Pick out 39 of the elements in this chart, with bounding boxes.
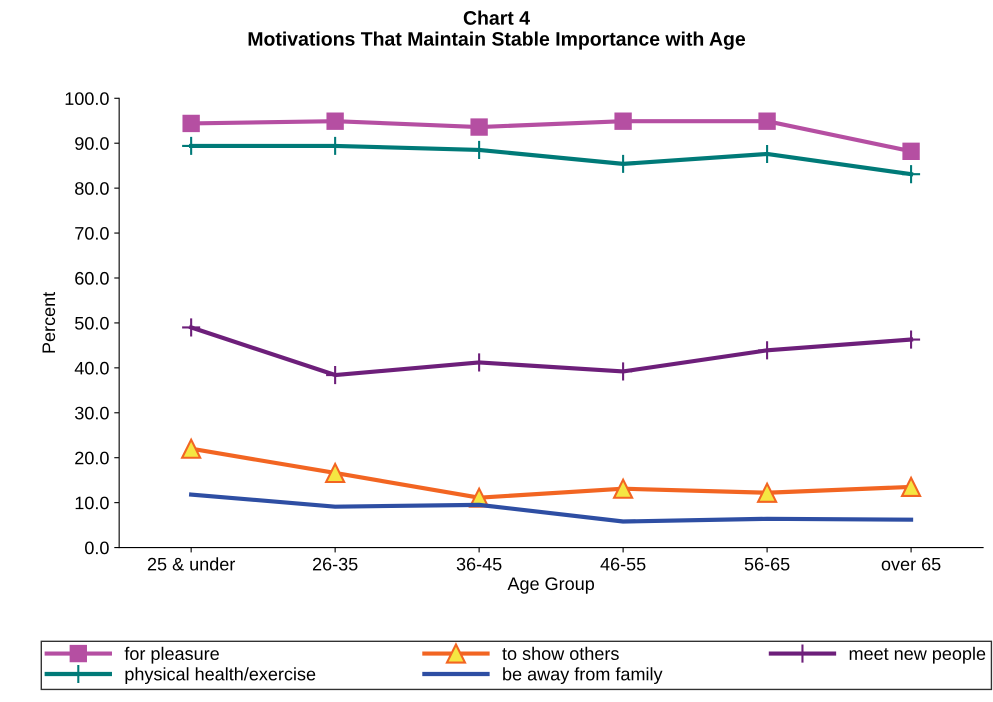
point: [181, 317, 202, 338]
y-tick-label: 30.0: [74, 406, 109, 420]
legend-label: for pleasure: [124, 646, 219, 664]
y-tick-label: 20.0: [75, 452, 109, 464]
x-tick-label: 25 & under: [148, 557, 236, 571]
y-tick-label: 0.0: [85, 541, 109, 554]
point: [902, 142, 920, 160]
y-tick-label: 80.0: [75, 182, 109, 195]
y-tick-label: 60.0: [75, 272, 109, 285]
chart-title: Chart 4 Motivations That Maintain Stable Importance with Age: [248, 10, 746, 50]
x-tick-label: 26-35: [312, 558, 358, 571]
legend-label: physical health/exercise: [126, 667, 316, 684]
y-tick-label: 100.0: [66, 92, 109, 105]
point: [758, 112, 776, 130]
legend-label: be away from family: [503, 667, 663, 684]
point: [614, 112, 632, 130]
point: [901, 476, 922, 497]
point: [757, 482, 778, 503]
x-tick-label: 56-65: [744, 558, 790, 571]
point: [325, 364, 346, 386]
point: [470, 118, 488, 136]
y-tick-label: 70.0: [75, 227, 109, 240]
legend-label: meet new people: [850, 646, 986, 664]
x-tick-label: over 65: [882, 558, 940, 571]
y-axis-title: Percent: [42, 292, 56, 353]
x-axis-title: Age Group: [507, 577, 594, 594]
legend-label: to show others: [502, 646, 619, 660]
point: [901, 164, 922, 184]
point: [181, 438, 202, 459]
point: [325, 462, 346, 484]
point: [326, 112, 344, 130]
y-tick-label: 50.0: [75, 316, 109, 330]
x-tick-label: 46-55: [600, 558, 646, 571]
point: [613, 478, 634, 499]
x-tick-label: 36-45: [456, 558, 502, 571]
y-tick-label: 90.0: [75, 137, 109, 150]
y-tick-label: 40.0: [74, 362, 109, 375]
point: [182, 114, 200, 132]
y-tick-label: 10.0: [76, 496, 109, 510]
